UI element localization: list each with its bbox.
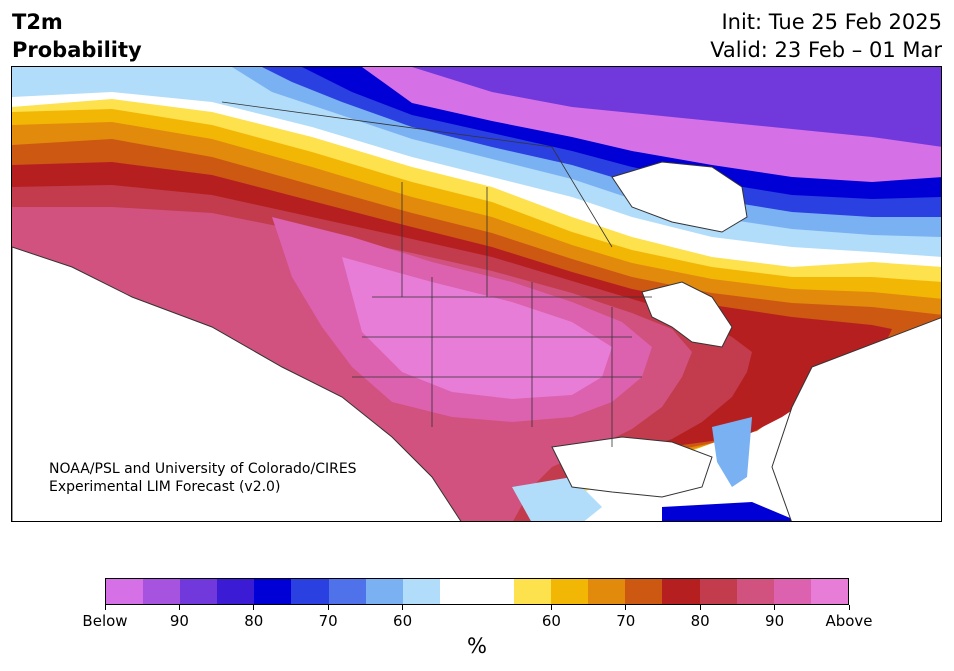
gulf-of-mexico	[551, 436, 713, 498]
credit-line-1: NOAA/PSL and University of Colorado/CIRE…	[49, 461, 357, 477]
colorbar-swatch	[254, 579, 292, 604]
colorbar-tick	[178, 605, 180, 610]
great-lakes	[641, 281, 733, 348]
colorbar-tick-label: 80	[690, 612, 710, 630]
colorbar-unit: %	[467, 634, 487, 658]
water-bodies	[12, 161, 941, 521]
band-above-max	[342, 257, 612, 399]
colorbar-tick-label: 90	[765, 612, 785, 630]
hudson-bay	[611, 161, 748, 233]
colorbar-tick-label: 80	[244, 612, 264, 630]
band-below-cuba	[662, 502, 798, 521]
band-below-florida	[712, 417, 752, 487]
colorbar-tick	[774, 605, 776, 610]
colorbar-swatch	[439, 579, 477, 604]
variable-subtitle: Probability	[12, 38, 142, 62]
colorbar-tick	[550, 605, 552, 610]
colorbar-tick	[699, 605, 701, 610]
colorbar-swatch	[773, 579, 811, 604]
init-date: Init: Tue 25 Feb 2025	[721, 10, 942, 34]
forecast-map	[11, 66, 942, 522]
colorbar-tick	[848, 605, 850, 610]
colorbar-tick-label: 70	[616, 612, 636, 630]
colorbar-swatch	[402, 579, 440, 604]
credit-text: NOAA/PSL and University of Colorado/CIRE…	[49, 460, 357, 496]
map-canvas	[12, 67, 941, 521]
colorbar-swatch	[106, 579, 144, 604]
colorbar	[105, 578, 849, 605]
colorbar-swatch	[810, 579, 848, 604]
colorbar-swatch	[291, 579, 329, 604]
colorbar-swatch	[143, 579, 181, 604]
pacific-ocean	[12, 246, 462, 521]
colorbar-swatch	[588, 579, 626, 604]
colorbar-swatch	[662, 579, 700, 604]
colorbar-tick-label: 90	[169, 612, 189, 630]
state-borders	[221, 101, 652, 447]
credit-line-2: Experimental LIM Forecast (v2.0)	[49, 479, 281, 495]
atlantic-ocean	[771, 317, 941, 521]
colorbar-swatch	[514, 579, 552, 604]
title-right: Init: Tue 25 Feb 2025 Valid: 23 Feb – 01…	[710, 8, 942, 64]
colorbar-swatch	[625, 579, 663, 604]
variable-title: T2m	[12, 10, 63, 34]
colorbar-tick	[402, 605, 404, 610]
colorbar-swatch	[476, 579, 515, 604]
colorbar-tick-label: 60	[541, 612, 561, 630]
colorbar-swatch	[699, 579, 737, 604]
colorbar-tick-label: Above	[825, 612, 873, 630]
colorbar-swatch	[736, 579, 774, 604]
colorbar-swatch	[551, 579, 589, 604]
valid-range: Valid: 23 Feb – 01 Mar	[710, 38, 942, 62]
colorbar-tick-label: Below	[82, 612, 128, 630]
colorbar-swatch	[328, 579, 366, 604]
title-left: T2m Probability	[12, 8, 142, 64]
colorbar-swatch	[180, 579, 218, 604]
colorbar-tick-label: 70	[318, 612, 338, 630]
colorbar-tick	[625, 605, 627, 610]
colorbar-swatch	[217, 579, 255, 604]
colorbar-tick-label: 60	[393, 612, 413, 630]
colorbar-tick	[104, 605, 106, 610]
colorbar-swatch	[365, 579, 403, 604]
colorbar-tick	[253, 605, 255, 610]
colorbar-tick	[327, 605, 329, 610]
band-below-north	[412, 67, 941, 147]
